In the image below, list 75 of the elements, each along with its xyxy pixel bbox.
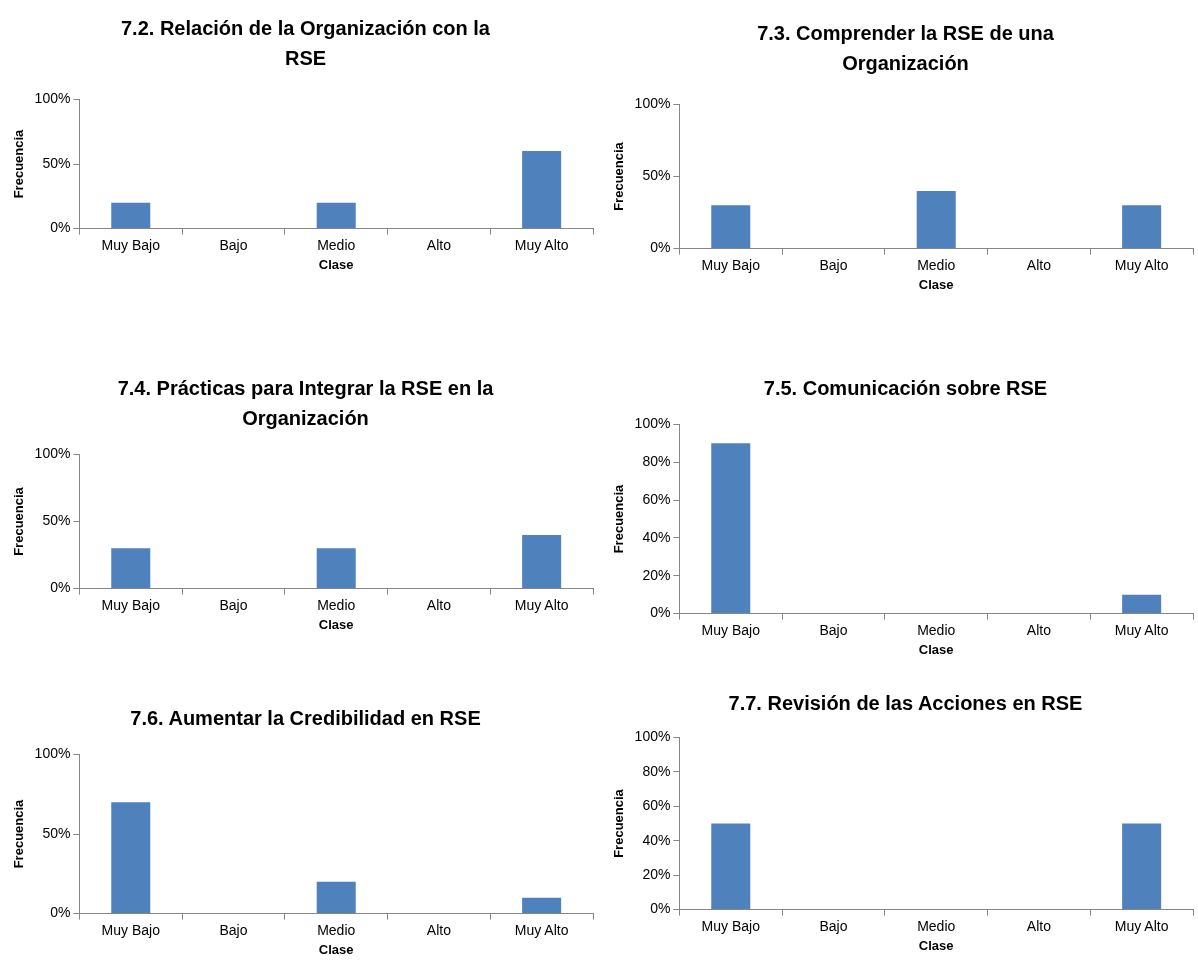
y-tick-label: 60% bbox=[642, 490, 671, 507]
y-axis-title: Frecuencia bbox=[611, 141, 627, 211]
chart-title: 7.5. Comunicación sobre RSE bbox=[762, 376, 1049, 401]
chart-title: 7.7. Revisión de las Acciones en RSE bbox=[727, 691, 1084, 716]
y-axis-title: Frecuencia bbox=[611, 483, 627, 554]
x-tick-label: Medio bbox=[917, 621, 956, 638]
y-tick-label: 20% bbox=[642, 566, 671, 583]
y-tick-label: 40% bbox=[642, 831, 671, 848]
y-tick-label: 0% bbox=[650, 239, 671, 256]
y-axis-title: Frecuencia bbox=[11, 798, 27, 869]
y-tick-label: 0% bbox=[650, 900, 671, 917]
y-tick-label: 80% bbox=[642, 762, 671, 779]
chart-title: 7.3. Comprender la RSE de una Organización bbox=[756, 21, 1055, 76]
x-axis-title: Clase bbox=[918, 276, 954, 292]
x-tick-label: Medio bbox=[317, 921, 356, 938]
y-tick-label: 0% bbox=[50, 219, 71, 236]
x-tick-label: Muy Bajo bbox=[101, 596, 161, 613]
x-tick-label: Muy Bajo bbox=[701, 917, 761, 934]
x-tick-label: Muy Bajo bbox=[101, 236, 161, 253]
y-axis-title: Frecuencia bbox=[611, 788, 627, 858]
y-tick-label: 100% bbox=[634, 95, 671, 112]
x-tick-label: Bajo bbox=[819, 621, 848, 638]
y-tick-label: 0% bbox=[50, 904, 71, 921]
x-axis-title: Clase bbox=[318, 256, 354, 272]
y-tick-label: 40% bbox=[642, 528, 671, 545]
x-axis-title: Clase bbox=[318, 616, 354, 632]
chart-title: 7.2. Relación de la Organización con la RSE bbox=[120, 16, 491, 71]
x-tick-label: Bajo bbox=[219, 236, 248, 253]
bar bbox=[316, 881, 356, 914]
y-tick-label: 0% bbox=[650, 604, 671, 621]
x-tick-label: Medio bbox=[917, 917, 956, 934]
y-tick-label: 100% bbox=[634, 415, 671, 432]
y-axis-title: Frecuencia bbox=[11, 128, 27, 199]
x-tick-label: Bajo bbox=[819, 917, 848, 934]
y-tick-label: 20% bbox=[642, 866, 671, 883]
y-tick-label: 50% bbox=[42, 512, 71, 529]
y-tick-label: 100% bbox=[34, 745, 71, 762]
y-tick-label: 50% bbox=[42, 154, 71, 171]
chart-title: 7.6. Aumentar la Credibilidad en RSE bbox=[129, 706, 482, 731]
x-tick-label: Muy Bajo bbox=[701, 621, 761, 638]
y-tick-label: 50% bbox=[642, 167, 671, 184]
y-tick-label: 0% bbox=[50, 579, 71, 596]
x-tick-label: Muy Alto bbox=[1114, 917, 1169, 934]
x-tick-label: Muy Alto bbox=[1114, 621, 1169, 638]
x-tick-label: Muy Alto bbox=[514, 921, 569, 938]
x-tick-label: Bajo bbox=[819, 256, 848, 273]
x-tick-label: Muy Bajo bbox=[701, 256, 761, 273]
y-tick-label: 100% bbox=[34, 90, 71, 107]
x-tick-label: Muy Bajo bbox=[101, 921, 161, 938]
x-tick-label: Alto bbox=[426, 596, 452, 613]
y-tick-label: 60% bbox=[642, 797, 671, 814]
x-tick-label: Medio bbox=[317, 236, 356, 253]
x-tick-label: Alto bbox=[1026, 917, 1052, 934]
y-tick-label: 50% bbox=[42, 824, 71, 841]
y-axis-title: Frecuencia bbox=[11, 486, 27, 556]
x-tick-label: Alto bbox=[426, 921, 452, 938]
y-tick-label: 80% bbox=[642, 453, 671, 470]
x-tick-label: Muy Alto bbox=[1114, 256, 1169, 273]
bar bbox=[522, 897, 562, 914]
x-tick-label: Medio bbox=[917, 256, 956, 273]
x-tick-label: Alto bbox=[426, 236, 452, 253]
bar bbox=[111, 802, 151, 914]
x-tick-label: Bajo bbox=[219, 596, 248, 613]
x-tick-label: Muy Alto bbox=[514, 596, 569, 613]
y-tick-label: 100% bbox=[634, 728, 671, 745]
x-tick-label: Medio bbox=[317, 596, 356, 613]
chart-title: 7.4. Prácticas para Integrar la RSE en la Organización bbox=[116, 376, 495, 431]
x-axis-title: Clase bbox=[318, 941, 354, 957]
x-tick-label: Bajo bbox=[219, 921, 248, 938]
x-tick-label: Muy Alto bbox=[514, 236, 569, 253]
x-tick-label: Alto bbox=[1026, 256, 1052, 273]
y-tick-label: 100% bbox=[34, 445, 71, 462]
x-axis-title: Clase bbox=[918, 641, 954, 657]
x-tick-label: Alto bbox=[1026, 621, 1052, 638]
x-axis-title: Clase bbox=[918, 937, 954, 953]
